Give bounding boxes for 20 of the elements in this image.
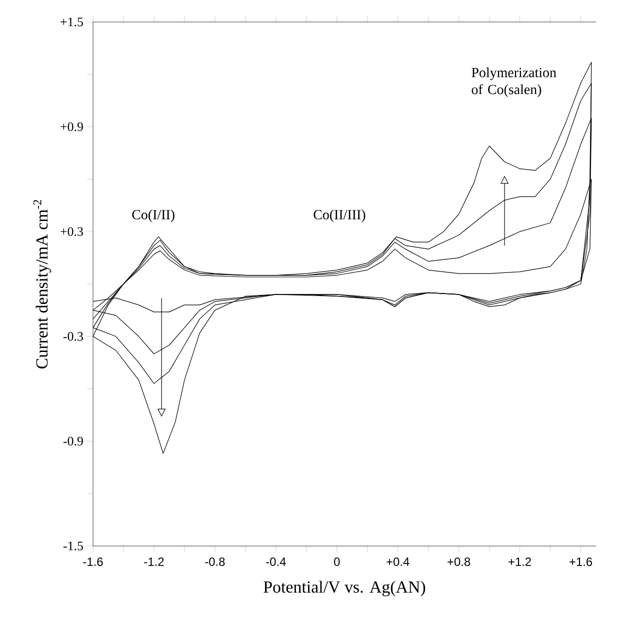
x-tick-label: +0.8: [448, 558, 470, 566]
y-tick-label: -0.9: [63, 436, 83, 446]
x-tick-label: -0.4: [266, 558, 286, 566]
y-axis-title: Current density/mA cm$^{-2}$: [33, 200, 52, 368]
annotation: Polymerization of Co(salen): [472, 67, 556, 98]
x-tick-label: 0: [334, 558, 340, 566]
x-tick-label: +1.2: [508, 558, 531, 566]
x-tick-label: +1.6: [570, 558, 592, 566]
y-tick-label: +0.9: [60, 122, 83, 132]
y-tick-label: -0.3: [63, 332, 83, 341]
x-tick-label: -1.6: [83, 558, 103, 566]
x-tick-label: +0.4: [386, 558, 410, 566]
y-tick-label: +1.5: [60, 18, 83, 26]
annotation: Co(I/II): [132, 210, 174, 222]
y-tick-label: -1.5: [63, 542, 83, 550]
x-tick-label: -0.8: [205, 558, 225, 566]
x-tick-label: -1.2: [144, 558, 164, 566]
y-tick-label: +0.3: [60, 227, 83, 236]
x-axis-title: Potential/V vs. Ag(AN): [264, 580, 426, 596]
annotation: Co(II/III): [314, 210, 366, 222]
